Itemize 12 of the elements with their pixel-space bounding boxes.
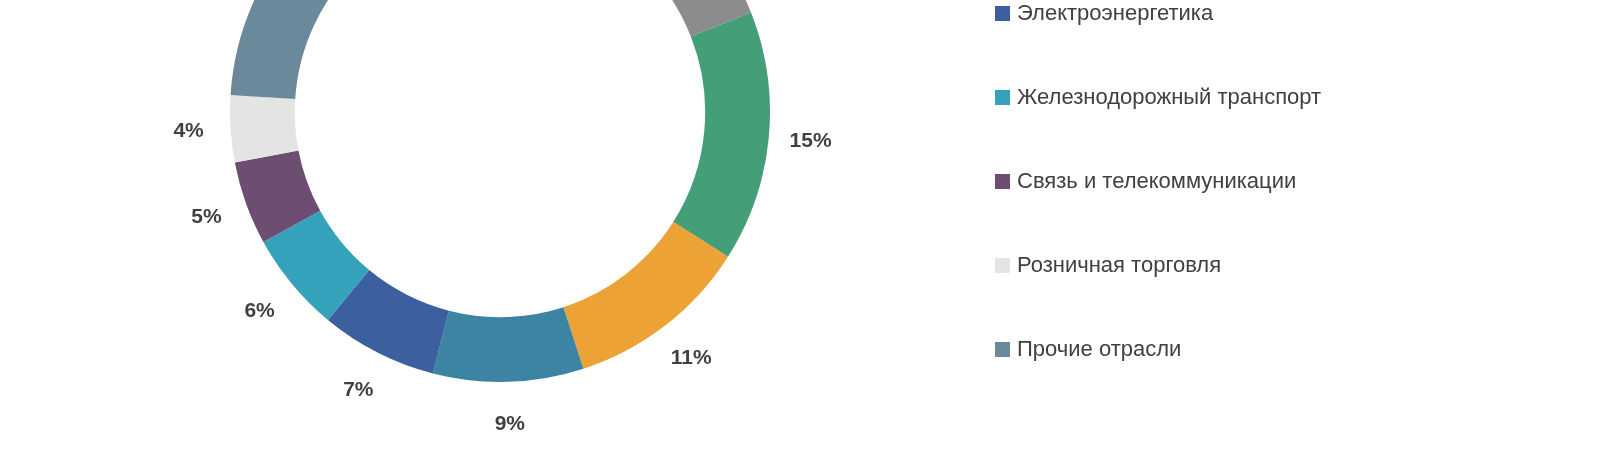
- data-label: 15%: [789, 128, 832, 152]
- data-label: 7%: [343, 376, 374, 400]
- data-label: 5%: [191, 204, 222, 228]
- legend-label: Электроэнергетика: [1017, 0, 1214, 26]
- legend-label: Розничная торговля: [1017, 252, 1222, 278]
- legend-label: Железнодорожный транспорт: [1017, 84, 1322, 110]
- data-label: 6%: [244, 297, 276, 321]
- legend-label: Прочие отрасли: [1017, 336, 1182, 362]
- data-label: 11%: [670, 345, 712, 369]
- data-label: 4%: [173, 118, 205, 142]
- legend-label: Связь и телекоммуникации: [1017, 168, 1297, 194]
- data-label: 9%: [494, 410, 526, 434]
